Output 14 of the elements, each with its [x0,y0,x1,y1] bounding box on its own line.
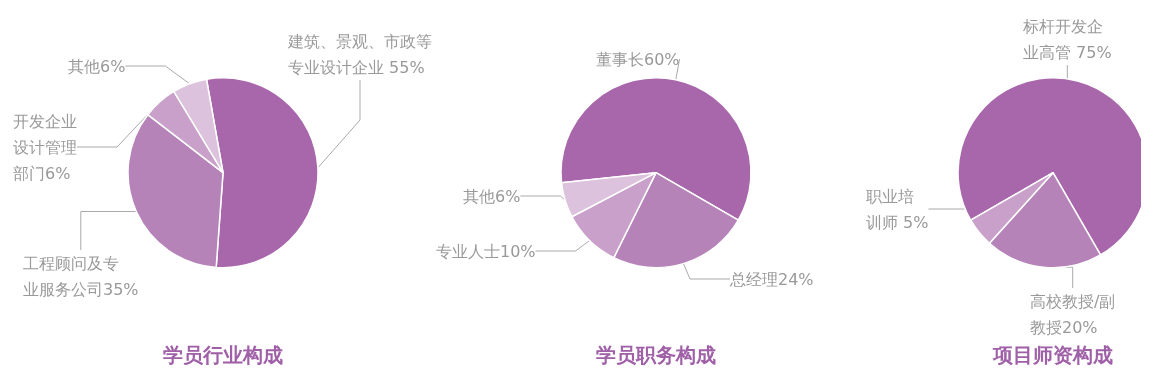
slice-label: 专业人士10% [436,241,536,261]
slice-label: 开发企业设计管理部门6% [13,111,77,183]
slice-label: 总经理24% [729,269,814,289]
slice-label: 其他6% [68,56,126,76]
slice-label: 董事长60% [596,49,680,69]
text: 学员职务构成 [596,343,716,367]
slice-label: 工程顾问及专业服务公司35% [23,253,139,299]
slice-label: 职业培训师 5% [866,186,929,232]
slice-label: 标杆开发企业高管 75% [1022,16,1112,62]
slice-label: 建筑、景观、市政等专业设计企业 55% [287,31,432,77]
slice-label: 其他6% [463,186,521,206]
slice-label: 高校教授/副教授20% [1030,291,1116,337]
text: 项目师资构成 [992,343,1113,367]
text: 学员行业构成 [163,343,283,367]
